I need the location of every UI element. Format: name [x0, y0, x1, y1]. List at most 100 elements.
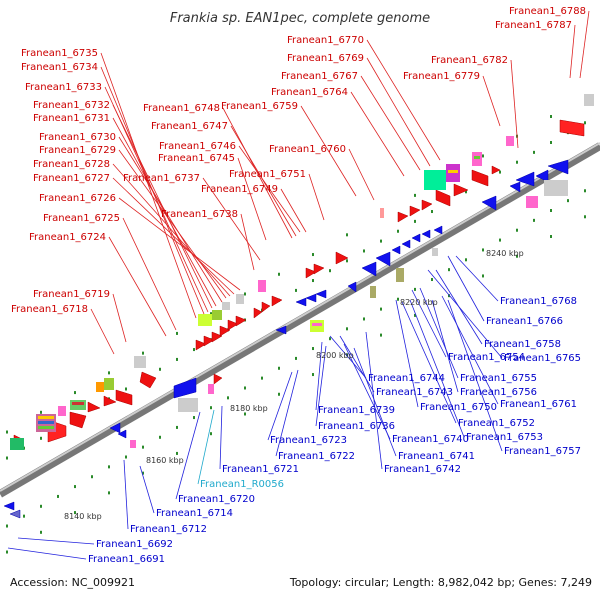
gene-label[interactable]: Franean1_6767	[281, 71, 358, 82]
gene-label[interactable]: Franean1_6787	[495, 20, 572, 31]
gene-label[interactable]: Franean1_6768	[500, 296, 577, 307]
gene-label[interactable]: Franean1_6735	[21, 48, 98, 59]
scale-tick	[414, 219, 416, 223]
scale-tick	[91, 475, 93, 479]
gene-label[interactable]: Franean1_6779	[403, 71, 480, 82]
scale-tick	[346, 259, 348, 263]
gene-label[interactable]: Franean1_R0056	[200, 479, 284, 490]
gene-label[interactable]: Franean1_6746	[159, 141, 236, 152]
gene-label[interactable]: Franean1_6752	[458, 418, 535, 429]
scale-tick	[159, 435, 161, 439]
gene-label[interactable]: Franean1_6729	[39, 145, 116, 156]
scale-tick	[40, 436, 42, 440]
gene-label[interactable]: Franean1_6733	[25, 82, 102, 93]
gene-label[interactable]: Franean1_6782	[431, 55, 508, 66]
leader-line	[275, 369, 299, 457]
gene-label[interactable]: Franean1_6692	[96, 539, 173, 550]
gene-label[interactable]: Franean1_6714	[156, 508, 233, 519]
gene-label[interactable]: Franean1_6732	[33, 100, 110, 111]
leader-line	[100, 52, 197, 319]
gene-label[interactable]: Franean1_6727	[33, 173, 110, 184]
scale-tick	[6, 430, 8, 434]
gene-label[interactable]: Franean1_6754	[448, 352, 525, 363]
scale-tick	[516, 254, 518, 258]
scale-tick	[108, 371, 110, 375]
gene-label[interactable]: Franean1_6718	[11, 304, 88, 315]
scale-tick	[329, 337, 331, 341]
gene-label[interactable]: Franean1_6769	[287, 53, 364, 64]
leader-line	[237, 157, 267, 241]
gene-label[interactable]: Franean1_6770	[287, 35, 364, 46]
gene-label[interactable]: Franean1_6724	[29, 232, 106, 243]
gene-label[interactable]: Franean1_6742	[384, 464, 461, 475]
gene-label[interactable]: Franean1_6728	[33, 159, 110, 170]
gene-label[interactable]: Franean1_6730	[39, 132, 116, 143]
scale-tick	[57, 494, 59, 498]
gene-label[interactable]: Franean1_6755	[460, 373, 537, 384]
gene-label[interactable]: Franean1_6691	[88, 554, 165, 565]
gene-label[interactable]: Franean1_6741	[398, 451, 475, 462]
gene-label[interactable]: Franean1_6751	[229, 169, 306, 180]
gene-label[interactable]: Franean1_6739	[318, 405, 395, 416]
gene-label[interactable]: Franean1_6721	[222, 464, 299, 475]
gene-label[interactable]: Franean1_6723	[270, 435, 347, 446]
scale-tick	[312, 347, 314, 351]
gene-label[interactable]: Franean1_6788	[509, 6, 586, 17]
accession-label: Accession: NC_009921	[10, 576, 135, 589]
leader-line	[510, 59, 519, 149]
kbp-label: 8140 kbp	[64, 512, 102, 521]
gene-label[interactable]: Franean1_6753	[466, 432, 543, 443]
scale-tick	[40, 530, 42, 534]
scale-tick	[74, 485, 76, 489]
scale-tick	[533, 218, 535, 222]
gene-label[interactable]: Franean1_6726	[39, 193, 116, 204]
gene-label[interactable]: Franean1_6749	[201, 184, 278, 195]
gene-label[interactable]: Franean1_6760	[269, 144, 346, 155]
gene-label[interactable]: Franean1_6745	[158, 153, 235, 164]
gene-label[interactable]: Franean1_6748	[143, 103, 220, 114]
leader-line	[315, 341, 323, 411]
gene-label[interactable]: Franean1_6761	[500, 399, 577, 410]
gene-label[interactable]: Franean1_6758	[484, 339, 561, 350]
gene-label[interactable]: Franean1_6734	[21, 62, 98, 73]
gene-label[interactable]: Franean1_6738	[161, 209, 238, 220]
gene-label[interactable]: Franean1_6737	[123, 173, 200, 184]
leader-line	[455, 255, 499, 302]
scale-tick	[346, 233, 348, 237]
scale-tick	[295, 288, 297, 292]
gene-label[interactable]: Franean1_6736	[318, 421, 395, 432]
scale-tick	[499, 170, 501, 174]
leader-line	[431, 299, 459, 393]
gene-label[interactable]: Franean1_6757	[504, 446, 581, 457]
scale-tick	[550, 141, 552, 144]
scale-tick	[176, 425, 178, 429]
gene-label[interactable]: Franean1_6740	[392, 434, 469, 445]
gene-label[interactable]: Franean1_6750	[420, 402, 497, 413]
leader-line	[222, 107, 293, 239]
gene-label[interactable]: Franean1_6766	[486, 316, 563, 327]
bottom-gene-labels: Franean1_6768 Franean1_6766 Franean1_6758 F…	[88, 296, 581, 565]
gene-label[interactable]: Franean1_6759	[221, 101, 298, 112]
scale-tick	[584, 189, 586, 193]
scale-tick	[414, 287, 416, 291]
gene-label[interactable]: Franean1_6719	[33, 289, 110, 300]
leader-line	[90, 308, 115, 355]
gene-label[interactable]: Franean1_6744	[368, 373, 445, 384]
gene-label[interactable]: Franean1_6722	[278, 451, 355, 462]
leader-line	[395, 299, 419, 408]
gene-label[interactable]: Franean1_6720	[178, 494, 255, 505]
scale-tick	[584, 121, 586, 125]
gene-label[interactable]: Franean1_6725	[43, 213, 120, 224]
gene-label[interactable]: Franean1_6764	[271, 87, 348, 98]
topology-label: Topology: circular; Length: 8,982,042 bp…	[289, 576, 592, 589]
leader-line	[112, 163, 231, 297]
gene-label[interactable]: Franean1_6765	[504, 353, 581, 364]
scale-tick	[74, 511, 76, 515]
gene-label[interactable]: Franean1_6731	[33, 113, 110, 124]
reverse-genes	[3, 159, 569, 519]
gene-label[interactable]: Franean1_6712	[130, 524, 207, 535]
scale-tick	[210, 406, 212, 410]
gene-label[interactable]: Franean1_6747	[151, 121, 228, 132]
gene-label[interactable]: Franean1_6756	[460, 387, 537, 398]
gene-label[interactable]: Franean1_6743	[376, 387, 453, 398]
